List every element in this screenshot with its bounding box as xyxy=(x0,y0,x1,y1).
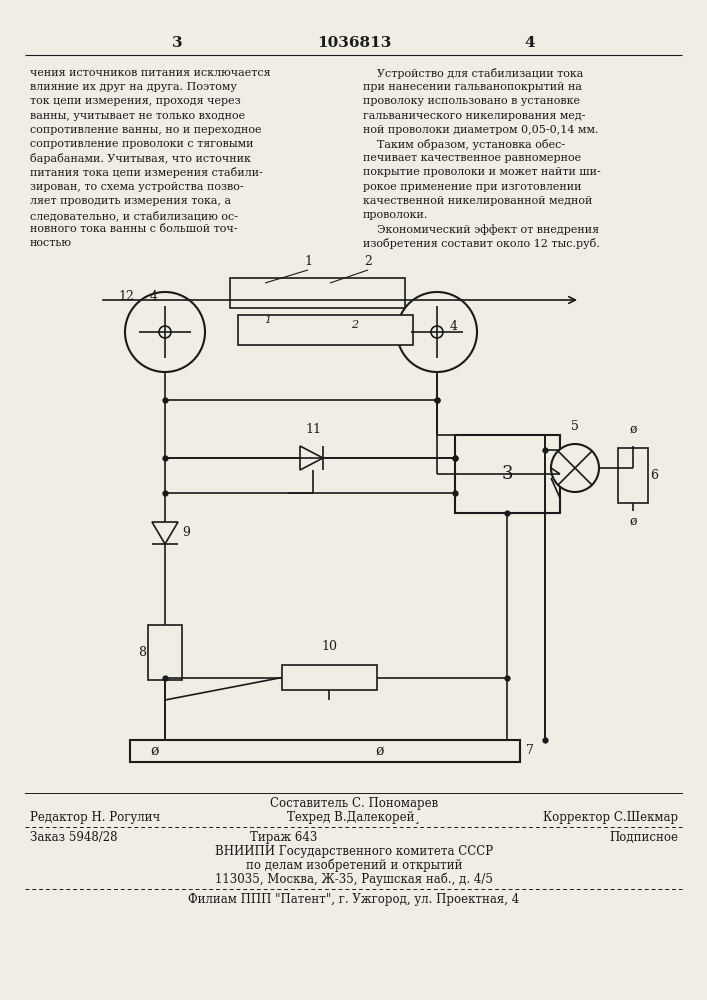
Text: ø: ø xyxy=(629,515,637,528)
Circle shape xyxy=(125,292,205,372)
Circle shape xyxy=(397,292,477,372)
Text: при нанесении гальванопокрытий на: при нанесении гальванопокрытий на xyxy=(363,82,582,92)
Text: ток цепи измерения, проходя через: ток цепи измерения, проходя через xyxy=(30,96,240,106)
Text: проволоку использовано в установке: проволоку использовано в установке xyxy=(363,96,580,106)
Text: 6: 6 xyxy=(650,469,658,482)
Text: ø: ø xyxy=(629,423,637,436)
Bar xyxy=(618,448,648,503)
Bar xyxy=(148,625,182,680)
Bar xyxy=(238,315,413,345)
Text: Корректор С.Шекмар: Корректор С.Шекмар xyxy=(543,811,678,824)
Text: 1: 1 xyxy=(304,255,312,268)
Text: Техред В.Далекорей¸: Техред В.Далекорей¸ xyxy=(287,811,421,824)
Text: 4: 4 xyxy=(450,320,458,333)
Text: 9: 9 xyxy=(182,526,190,540)
Text: Составитель С. Пономарев: Составитель С. Пономарев xyxy=(270,797,438,810)
Text: проволоки.: проволоки. xyxy=(363,210,428,220)
Text: ø: ø xyxy=(376,744,384,758)
Circle shape xyxy=(551,444,599,492)
Text: ванны, учитывает не только входное: ванны, учитывает не только входное xyxy=(30,111,245,121)
Circle shape xyxy=(159,326,171,338)
Text: Устройство для стабилизации тока: Устройство для стабилизации тока xyxy=(363,68,583,79)
Text: ВНИИПИ Государственного комитета СССР: ВНИИПИ Государственного комитета СССР xyxy=(215,845,493,858)
Text: 10: 10 xyxy=(322,640,337,653)
Text: ø: ø xyxy=(151,744,159,758)
Text: ной проволоки диаметром 0,05-0,14 мм.: ной проволоки диаметром 0,05-0,14 мм. xyxy=(363,125,599,135)
Text: Подписное: Подписное xyxy=(609,831,678,844)
Bar xyxy=(130,740,520,762)
Text: Заказ 5948/28: Заказ 5948/28 xyxy=(30,831,117,844)
Bar xyxy=(230,278,405,308)
Circle shape xyxy=(431,326,443,338)
Text: 2: 2 xyxy=(351,320,358,330)
Text: 11: 11 xyxy=(305,423,321,436)
Text: Редактор Н. Рогулич: Редактор Н. Рогулич xyxy=(30,811,160,824)
Text: Тираж 643: Тираж 643 xyxy=(250,831,317,844)
Text: изобретения составит около 12 тыс.руб.: изобретения составит около 12 тыс.руб. xyxy=(363,238,600,249)
Text: 3: 3 xyxy=(172,36,182,50)
Text: 5: 5 xyxy=(571,420,579,433)
Text: Экономический эффект от внедрения: Экономический эффект от внедрения xyxy=(363,224,599,235)
Bar xyxy=(455,435,560,513)
Text: Филиам ППП "Патент", г. Ужгород, ул. Проектная, 4: Филиам ППП "Патент", г. Ужгород, ул. Про… xyxy=(188,893,520,906)
Text: печивает качественное равномерное: печивает качественное равномерное xyxy=(363,153,581,163)
Text: чения источников питания исключается: чения источников питания исключается xyxy=(30,68,271,78)
Text: 7: 7 xyxy=(526,744,534,758)
Text: сопротивление проволоки с тяговыми: сопротивление проволоки с тяговыми xyxy=(30,139,254,149)
Text: влияние их друг на друга. Поэтому: влияние их друг на друга. Поэтому xyxy=(30,82,237,92)
Text: гальванического никелирования мед-: гальванического никелирования мед- xyxy=(363,111,585,121)
Text: барабанами. Учитывая, что источник: барабанами. Учитывая, что источник xyxy=(30,153,251,164)
Text: следовательно, и стабилизацию ос-: следовательно, и стабилизацию ос- xyxy=(30,210,238,221)
Text: 1036813: 1036813 xyxy=(317,36,391,50)
Text: 12: 12 xyxy=(118,290,134,303)
Text: зирован, то схема устройства позво-: зирован, то схема устройства позво- xyxy=(30,182,244,192)
Text: 2: 2 xyxy=(364,255,372,268)
Text: сопротивление ванны, но и переходное: сопротивление ванны, но и переходное xyxy=(30,125,262,135)
Text: 4: 4 xyxy=(525,36,535,50)
Text: качественной никелированной медной: качественной никелированной медной xyxy=(363,196,592,206)
Text: покрытие проволоки и может найти ши-: покрытие проволоки и может найти ши- xyxy=(363,167,601,177)
Bar xyxy=(282,665,377,690)
Text: по делам изобретений и открытий: по делам изобретений и открытий xyxy=(246,859,462,872)
Text: 8: 8 xyxy=(138,646,146,659)
Text: 113035, Москва, Ж-35, Раушская наб., д. 4/5: 113035, Москва, Ж-35, Раушская наб., д. … xyxy=(215,873,493,886)
Text: 1: 1 xyxy=(264,315,271,325)
Text: ностью: ностью xyxy=(30,238,72,248)
Text: Таким образом, установка обес-: Таким образом, установка обес- xyxy=(363,139,565,150)
Text: 4: 4 xyxy=(150,290,158,303)
Text: питания тока цепи измерения стабили-: питания тока цепи измерения стабили- xyxy=(30,167,263,178)
Text: 3: 3 xyxy=(502,465,513,483)
Text: новного тока ванны с большой точ-: новного тока ванны с большой точ- xyxy=(30,224,238,234)
Text: ляет проводить измерения тока, а: ляет проводить измерения тока, а xyxy=(30,196,231,206)
Text: рокое применение при изготовлении: рокое применение при изготовлении xyxy=(363,182,581,192)
